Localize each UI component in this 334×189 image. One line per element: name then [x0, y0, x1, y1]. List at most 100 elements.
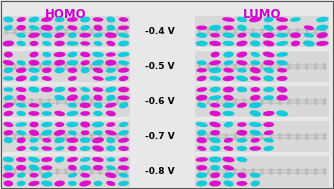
Circle shape — [306, 137, 308, 139]
Circle shape — [207, 67, 209, 69]
Ellipse shape — [54, 67, 65, 73]
Ellipse shape — [80, 111, 90, 116]
Circle shape — [288, 64, 290, 66]
Circle shape — [39, 67, 41, 69]
Circle shape — [48, 102, 50, 104]
Circle shape — [216, 137, 218, 139]
Circle shape — [65, 67, 67, 69]
Ellipse shape — [17, 181, 26, 186]
Circle shape — [48, 29, 50, 31]
Circle shape — [288, 29, 290, 31]
Circle shape — [14, 64, 16, 66]
Ellipse shape — [249, 17, 262, 22]
Bar — [195, 121, 329, 152]
Circle shape — [31, 169, 33, 171]
Ellipse shape — [276, 52, 288, 57]
Circle shape — [297, 64, 299, 66]
Circle shape — [56, 67, 58, 69]
Ellipse shape — [68, 76, 77, 81]
Circle shape — [125, 67, 127, 69]
Circle shape — [252, 67, 254, 69]
Ellipse shape — [66, 41, 78, 46]
Ellipse shape — [290, 33, 301, 38]
Ellipse shape — [67, 25, 77, 30]
Ellipse shape — [236, 76, 248, 81]
Ellipse shape — [106, 111, 116, 116]
Ellipse shape — [223, 87, 234, 92]
Ellipse shape — [118, 87, 129, 92]
Circle shape — [234, 172, 236, 174]
Ellipse shape — [80, 41, 90, 46]
Ellipse shape — [80, 52, 90, 57]
Ellipse shape — [196, 68, 207, 73]
Circle shape — [306, 99, 308, 101]
Circle shape — [5, 137, 7, 139]
Circle shape — [252, 99, 254, 101]
Circle shape — [279, 64, 281, 66]
Circle shape — [116, 67, 118, 69]
Circle shape — [39, 102, 41, 104]
Circle shape — [116, 99, 118, 101]
Ellipse shape — [250, 40, 261, 46]
Circle shape — [116, 172, 118, 174]
Ellipse shape — [264, 25, 274, 31]
Circle shape — [65, 137, 67, 139]
Ellipse shape — [42, 138, 51, 143]
Circle shape — [22, 102, 24, 104]
Ellipse shape — [196, 122, 208, 127]
Circle shape — [108, 137, 110, 139]
Ellipse shape — [54, 33, 65, 38]
Circle shape — [243, 172, 245, 174]
Ellipse shape — [236, 60, 247, 65]
Circle shape — [22, 29, 24, 31]
Ellipse shape — [223, 41, 234, 46]
Ellipse shape — [68, 173, 77, 178]
Ellipse shape — [54, 137, 65, 143]
Circle shape — [125, 32, 127, 34]
Circle shape — [91, 99, 93, 101]
Ellipse shape — [93, 33, 103, 38]
Circle shape — [270, 102, 272, 104]
Bar — [2, 51, 130, 82]
Ellipse shape — [66, 111, 78, 116]
Circle shape — [288, 99, 290, 101]
Circle shape — [31, 67, 33, 69]
Ellipse shape — [41, 172, 52, 178]
Ellipse shape — [249, 102, 262, 108]
Ellipse shape — [3, 157, 14, 162]
Ellipse shape — [250, 67, 261, 73]
Circle shape — [279, 32, 281, 34]
Circle shape — [288, 169, 290, 171]
Ellipse shape — [250, 33, 261, 38]
Circle shape — [91, 67, 93, 69]
Circle shape — [207, 137, 209, 139]
Circle shape — [99, 67, 101, 69]
Circle shape — [39, 169, 41, 171]
Circle shape — [108, 64, 110, 66]
Ellipse shape — [42, 41, 51, 46]
Circle shape — [261, 137, 263, 139]
Bar — [195, 16, 329, 47]
Ellipse shape — [80, 146, 91, 151]
Circle shape — [225, 137, 227, 139]
Circle shape — [270, 32, 272, 34]
Circle shape — [315, 32, 317, 34]
Circle shape — [48, 137, 50, 139]
Ellipse shape — [197, 130, 206, 136]
Ellipse shape — [237, 103, 247, 108]
Circle shape — [39, 134, 41, 136]
Circle shape — [216, 102, 218, 104]
Circle shape — [14, 134, 16, 136]
Ellipse shape — [223, 95, 234, 101]
Circle shape — [108, 169, 110, 171]
Ellipse shape — [41, 103, 52, 108]
Ellipse shape — [29, 76, 38, 81]
Circle shape — [252, 32, 254, 34]
Ellipse shape — [3, 40, 14, 46]
Circle shape — [116, 102, 118, 104]
Ellipse shape — [290, 17, 301, 22]
Ellipse shape — [41, 180, 52, 186]
Circle shape — [243, 32, 245, 34]
Circle shape — [125, 29, 127, 31]
Text: -0.8 V: -0.8 V — [145, 167, 175, 176]
